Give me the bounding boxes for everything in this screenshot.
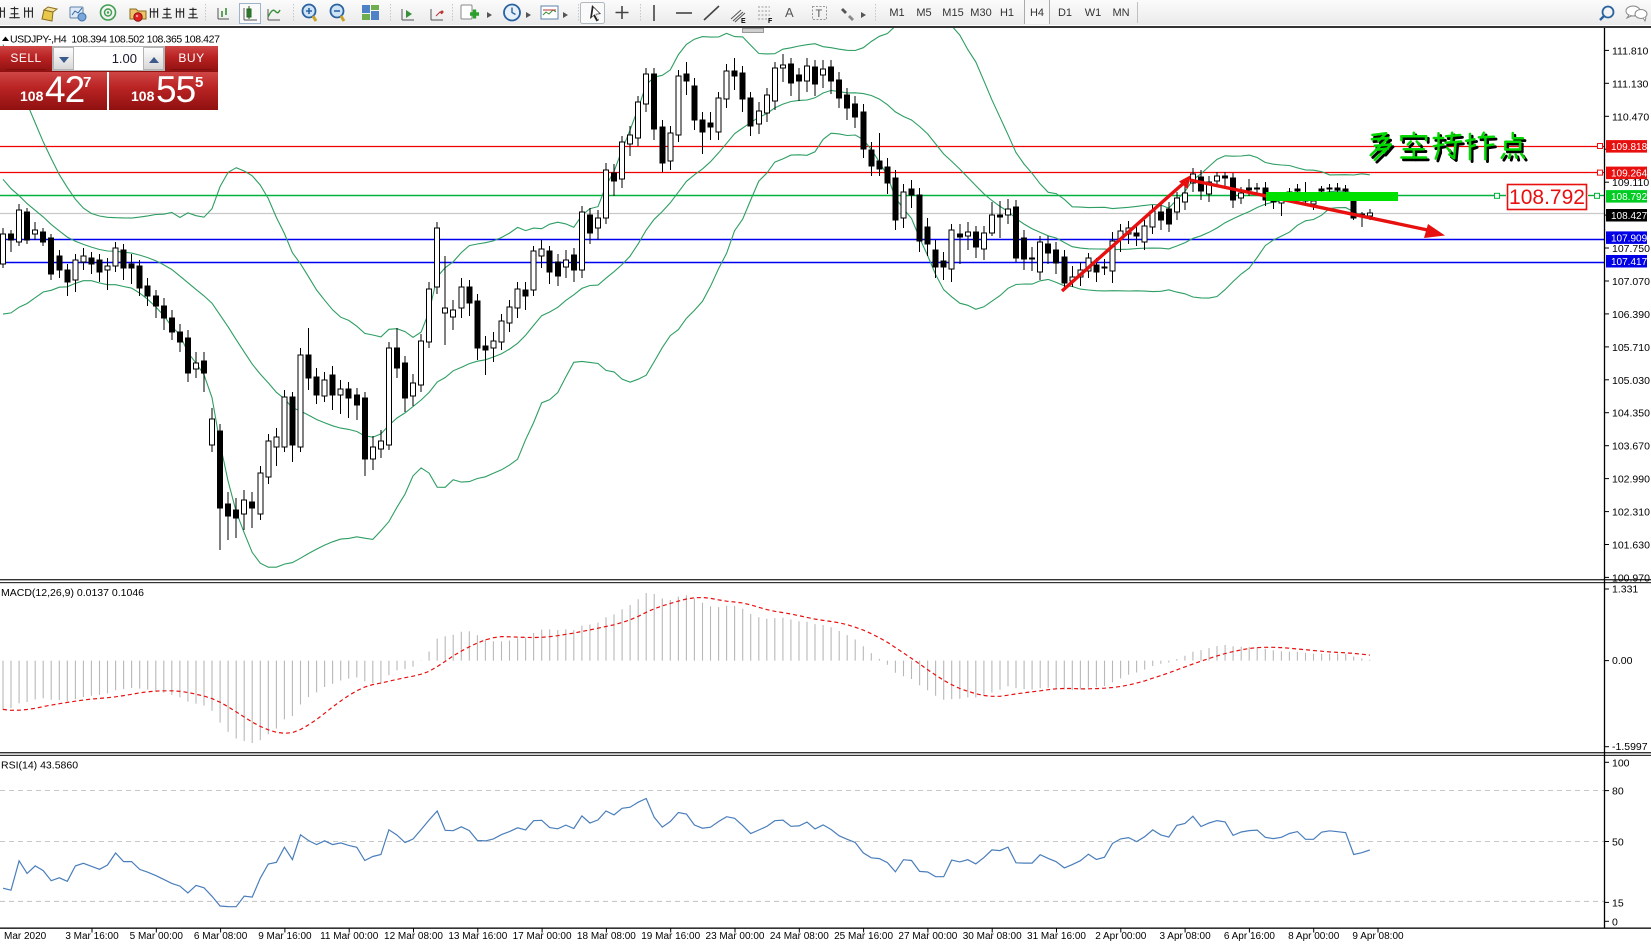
svg-text:111.810: 111.810 <box>1612 45 1649 57</box>
svg-text:17 Mar 00:00: 17 Mar 00:00 <box>513 931 572 942</box>
svg-text:15: 15 <box>1612 897 1624 909</box>
svg-text:110.470: 110.470 <box>1612 111 1649 123</box>
svg-text:109.110: 109.110 <box>1612 177 1649 189</box>
svg-text:3 Apr 08:00: 3 Apr 08:00 <box>1160 931 1212 942</box>
svg-text:108.792: 108.792 <box>1611 192 1648 203</box>
svg-text:8 Apr 00:00: 8 Apr 00:00 <box>1288 931 1340 942</box>
svg-text:104.350: 104.350 <box>1612 408 1650 420</box>
svg-text:106.390: 106.390 <box>1612 309 1650 321</box>
svg-text:31 Mar 16:00: 31 Mar 16:00 <box>1027 931 1086 942</box>
svg-text:102.990: 102.990 <box>1612 474 1650 486</box>
svg-text:0.00: 0.00 <box>1612 655 1633 667</box>
svg-text:Mar 2020: Mar 2020 <box>4 931 47 942</box>
svg-text:100.970: 100.970 <box>1612 572 1650 584</box>
svg-text:105.030: 105.030 <box>1612 375 1650 387</box>
svg-text:9 Mar 16:00: 9 Mar 16:00 <box>258 931 312 942</box>
svg-text:80: 80 <box>1612 786 1624 798</box>
svg-text:107.909: 107.909 <box>1611 233 1648 244</box>
svg-text:5 Mar 00:00: 5 Mar 00:00 <box>130 931 184 942</box>
svg-text:25 Mar 16:00: 25 Mar 16:00 <box>834 931 893 942</box>
svg-text:2 Apr 00:00: 2 Apr 00:00 <box>1095 931 1147 942</box>
svg-text:19 Mar 16:00: 19 Mar 16:00 <box>641 931 700 942</box>
svg-text:MACD(12,26,9) 0.0137 0.1046: MACD(12,26,9) 0.0137 0.1046 <box>1 587 144 599</box>
svg-text:-1.5997: -1.5997 <box>1612 741 1648 753</box>
svg-text:F: F <box>768 18 773 25</box>
svg-text:27 Mar 00:00: 27 Mar 00:00 <box>898 931 957 942</box>
svg-text:12 Mar 08:00: 12 Mar 08:00 <box>384 931 443 942</box>
svg-text:13 Mar 16:00: 13 Mar 16:00 <box>448 931 507 942</box>
svg-text:3 Mar 16:00: 3 Mar 16:00 <box>65 931 119 942</box>
svg-text:18 Mar 08:00: 18 Mar 08:00 <box>577 931 636 942</box>
svg-text:107.070: 107.070 <box>1612 276 1650 288</box>
svg-text:101.630: 101.630 <box>1612 540 1650 552</box>
svg-text:11 Mar 00:00: 11 Mar 00:00 <box>320 931 379 942</box>
svg-text:109.264: 109.264 <box>1611 169 1648 180</box>
svg-text:30 Mar 08:00: 30 Mar 08:00 <box>963 931 1022 942</box>
svg-text:1.331: 1.331 <box>1612 584 1638 596</box>
svg-text:108.427: 108.427 <box>1611 211 1648 222</box>
svg-text:24 Mar 08:00: 24 Mar 08:00 <box>770 931 829 942</box>
svg-text:107.750: 107.750 <box>1612 243 1650 255</box>
svg-text:9 Apr 08:00: 9 Apr 08:00 <box>1352 931 1404 942</box>
svg-text:A: A <box>785 5 794 20</box>
svg-text:109.818: 109.818 <box>1611 142 1648 153</box>
svg-text:107.417: 107.417 <box>1611 257 1648 268</box>
svg-text:50: 50 <box>1612 837 1624 849</box>
svg-text:102.310: 102.310 <box>1612 507 1650 519</box>
svg-text:0: 0 <box>1612 916 1618 928</box>
svg-text:105.710: 105.710 <box>1612 342 1650 354</box>
svg-text:T: T <box>816 8 823 20</box>
svg-text:100: 100 <box>1612 757 1630 769</box>
svg-text:USDJPY-,H4 108.394 108.502 10: USDJPY-,H4 108.394 108.502 108.365 108.4… <box>10 34 220 46</box>
svg-text:111.130: 111.130 <box>1612 78 1649 90</box>
svg-text:103.670: 103.670 <box>1612 441 1650 453</box>
svg-text:6 Apr 16:00: 6 Apr 16:00 <box>1224 931 1276 942</box>
svg-text:RSI(14) 43.5860: RSI(14) 43.5860 <box>1 760 78 772</box>
svg-text:108.792: 108.792 <box>1509 186 1585 209</box>
svg-text:6 Mar 08:00: 6 Mar 08:00 <box>194 931 248 942</box>
svg-text:23 Mar 00:00: 23 Mar 00:00 <box>706 931 765 942</box>
svg-text:E: E <box>741 18 746 25</box>
